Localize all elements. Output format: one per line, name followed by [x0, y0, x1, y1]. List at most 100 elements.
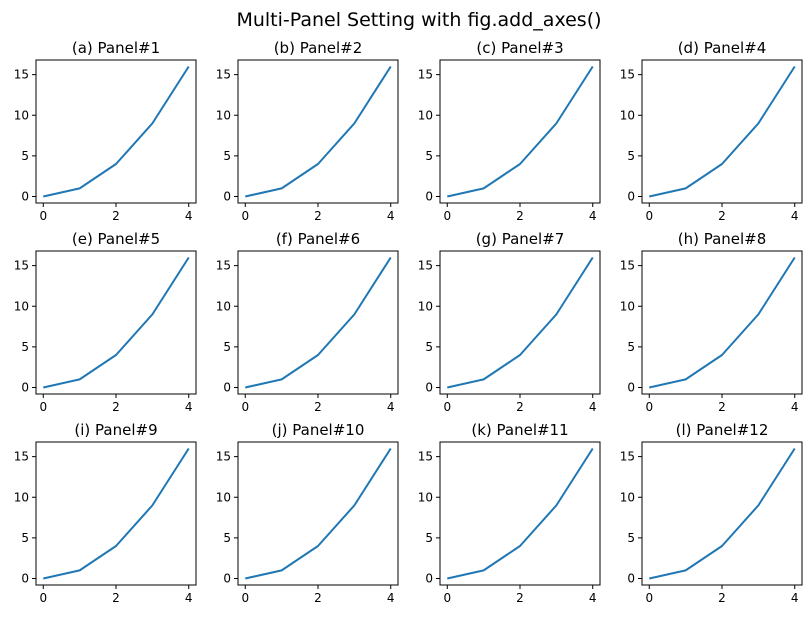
x-tick-label: 4	[791, 591, 799, 605]
panel-title: (f) Panel#6	[276, 230, 360, 248]
x-tick-label: 0	[39, 400, 47, 414]
series-line	[245, 65, 392, 198]
panel: (j) Panel#10 0 2 4 0 5 10 15	[216, 421, 399, 605]
y-tick-label: 0	[223, 190, 231, 204]
y-tick-label: 10	[14, 108, 29, 122]
panel: (i) Panel#9 0 2 4 0 5 10 15	[14, 421, 197, 605]
x-tick-label: 0	[241, 400, 249, 414]
x-tick-label: 4	[791, 400, 799, 414]
y-tick-label: 5	[223, 340, 231, 354]
x-tick-label: 2	[314, 591, 322, 605]
y-tick-label: 15	[216, 68, 231, 82]
y-tick-label: 10	[620, 108, 635, 122]
y-tick-label: 5	[425, 531, 433, 545]
y-tick-label: 5	[223, 531, 231, 545]
y-tick-label: 0	[627, 190, 635, 204]
y-tick-label: 15	[418, 68, 433, 82]
series-line	[447, 256, 594, 389]
x-tick-label: 2	[516, 591, 524, 605]
panel: (e) Panel#5 0 2 4 0 5 10 15	[14, 230, 197, 414]
x-tick-label: 0	[241, 209, 249, 223]
x-tick-label: 2	[718, 209, 726, 223]
panel-title: (g) Panel#7	[476, 230, 565, 248]
y-tick-label: 0	[425, 381, 433, 395]
y-tick-label: 0	[223, 381, 231, 395]
y-tick-label: 15	[14, 450, 29, 464]
y-tick-label: 0	[21, 381, 29, 395]
series-line	[43, 447, 190, 580]
panels: (a) Panel#1 0 2 4 0 5 10 15 (b) Panel#2 0 2 4 0 5 10 15…	[14, 39, 803, 605]
y-tick-label: 0	[425, 190, 433, 204]
y-tick-label: 5	[223, 149, 231, 163]
x-tick-label: 0	[645, 209, 653, 223]
x-tick-label: 0	[645, 400, 653, 414]
x-tick-label: 4	[387, 400, 395, 414]
y-tick-label: 15	[620, 259, 635, 273]
panel-title: (k) Panel#11	[471, 421, 568, 439]
y-tick-label: 0	[627, 381, 635, 395]
panel-title: (a) Panel#1	[72, 39, 160, 57]
y-tick-label: 10	[14, 490, 29, 504]
y-tick-label: 0	[223, 572, 231, 586]
series-line	[649, 256, 796, 389]
x-tick-label: 0	[443, 209, 451, 223]
x-tick-label: 2	[718, 400, 726, 414]
x-tick-label: 2	[718, 591, 726, 605]
y-tick-label: 0	[21, 190, 29, 204]
figure-title: Multi-Panel Setting with fig.add_axes()	[236, 9, 601, 31]
x-tick-label: 4	[589, 400, 597, 414]
panel-title: (j) Panel#10	[272, 421, 365, 439]
y-tick-label: 5	[425, 340, 433, 354]
x-tick-label: 0	[443, 400, 451, 414]
y-tick-label: 15	[14, 259, 29, 273]
x-tick-label: 4	[387, 209, 395, 223]
x-tick-label: 2	[516, 400, 524, 414]
panel: (a) Panel#1 0 2 4 0 5 10 15	[14, 39, 197, 223]
x-tick-label: 2	[112, 209, 120, 223]
x-tick-label: 0	[645, 591, 653, 605]
y-tick-label: 15	[418, 259, 433, 273]
panel: (f) Panel#6 0 2 4 0 5 10 15	[216, 230, 399, 414]
x-tick-label: 0	[443, 591, 451, 605]
y-tick-label: 5	[21, 340, 29, 354]
y-tick-label: 0	[21, 572, 29, 586]
x-tick-label: 4	[387, 591, 395, 605]
y-tick-label: 10	[620, 299, 635, 313]
y-tick-label: 10	[216, 299, 231, 313]
x-tick-label: 0	[39, 209, 47, 223]
y-tick-label: 10	[620, 490, 635, 504]
panel-title: (e) Panel#5	[72, 230, 160, 248]
y-tick-label: 10	[216, 490, 231, 504]
y-tick-label: 0	[627, 572, 635, 586]
panel-title: (d) Panel#4	[678, 39, 767, 57]
x-tick-label: 4	[185, 591, 193, 605]
y-tick-label: 5	[21, 149, 29, 163]
y-tick-label: 5	[21, 531, 29, 545]
x-tick-label: 4	[589, 209, 597, 223]
panel: (k) Panel#11 0 2 4 0 5 10 15	[418, 421, 601, 605]
x-tick-label: 4	[185, 400, 193, 414]
series-line	[245, 447, 392, 580]
y-tick-label: 15	[216, 259, 231, 273]
x-tick-label: 4	[589, 591, 597, 605]
y-tick-label: 5	[425, 149, 433, 163]
x-tick-label: 4	[791, 209, 799, 223]
y-tick-label: 10	[418, 490, 433, 504]
panel: (l) Panel#12 0 2 4 0 5 10 15	[620, 421, 803, 605]
series-line	[649, 447, 796, 580]
y-tick-label: 10	[418, 299, 433, 313]
y-tick-label: 15	[620, 450, 635, 464]
series-line	[649, 65, 796, 198]
panel: (g) Panel#7 0 2 4 0 5 10 15	[418, 230, 601, 414]
series-line	[447, 65, 594, 198]
panel-title: (l) Panel#12	[676, 421, 769, 439]
panel-title: (b) Panel#2	[274, 39, 363, 57]
x-tick-label: 2	[314, 209, 322, 223]
panel: (b) Panel#2 0 2 4 0 5 10 15	[216, 39, 399, 223]
y-tick-label: 15	[216, 450, 231, 464]
y-tick-label: 10	[14, 299, 29, 313]
panel: (h) Panel#8 0 2 4 0 5 10 15	[620, 230, 803, 414]
x-tick-label: 4	[185, 209, 193, 223]
series-line	[43, 65, 190, 198]
